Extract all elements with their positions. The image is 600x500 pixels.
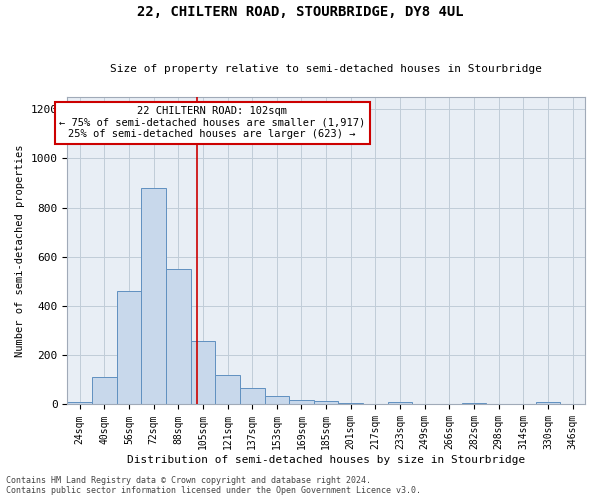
Bar [215,375,240,404]
Bar [141,188,166,404]
Bar [338,402,363,404]
Bar [116,292,141,405]
Bar [240,388,265,404]
X-axis label: Distribution of semi-detached houses by size in Stourbridge: Distribution of semi-detached houses by … [127,455,525,465]
Bar [265,396,289,404]
Bar [166,269,191,404]
Text: 22 CHILTERN ROAD: 102sqm
← 75% of semi-detached houses are smaller (1,917)
25% o: 22 CHILTERN ROAD: 102sqm ← 75% of semi-d… [59,106,365,140]
Y-axis label: Number of semi-detached properties: Number of semi-detached properties [15,144,25,357]
Bar [388,402,412,404]
Text: Contains HM Land Registry data © Crown copyright and database right 2024.
Contai: Contains HM Land Registry data © Crown c… [6,476,421,495]
Title: Size of property relative to semi-detached houses in Stourbridge: Size of property relative to semi-detach… [110,64,542,74]
Bar [67,402,92,404]
Bar [314,401,338,404]
Bar [462,402,487,404]
Text: 22, CHILTERN ROAD, STOURBRIDGE, DY8 4UL: 22, CHILTERN ROAD, STOURBRIDGE, DY8 4UL [137,5,463,19]
Bar [92,378,116,404]
Bar [536,402,560,404]
Bar [289,400,314,404]
Bar [191,340,215,404]
